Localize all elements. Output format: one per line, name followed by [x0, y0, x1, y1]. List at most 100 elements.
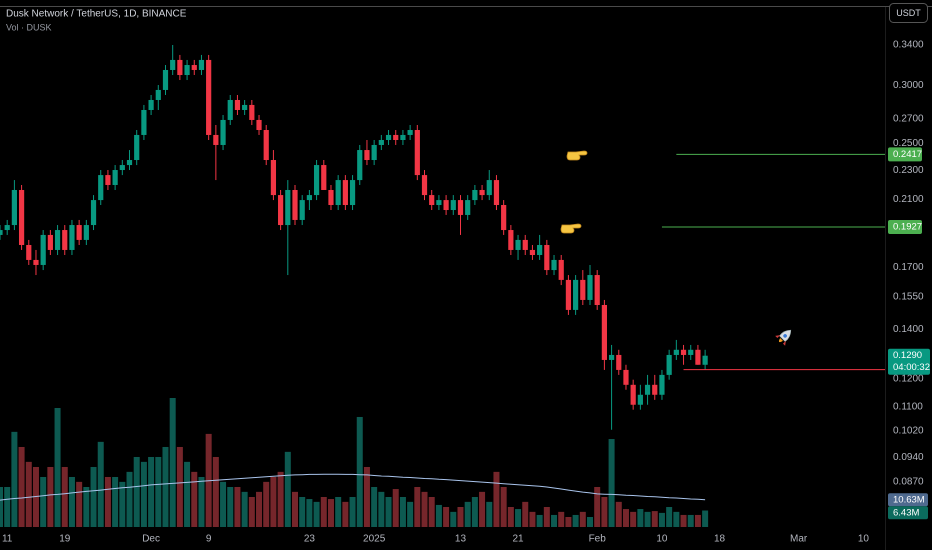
candle-body [105, 175, 111, 185]
candle-body [436, 200, 442, 206]
volume-bar [342, 501, 349, 527]
candle-body [443, 200, 449, 211]
candle-body [242, 104, 248, 110]
volume-bar [680, 514, 687, 527]
candle-body [450, 200, 456, 211]
volume-bar [11, 431, 18, 527]
volume-bar [399, 496, 406, 527]
volume-bar [414, 486, 421, 527]
y-tick-label: 0.1700 [893, 262, 924, 273]
candle-body [501, 205, 507, 231]
y-tick-label: 0.2700 [893, 114, 924, 125]
candle-body [249, 104, 255, 120]
level-label: 0.1927 [893, 222, 922, 233]
volume-bar [522, 501, 529, 527]
volume-bar [407, 501, 414, 527]
volume-bar [371, 486, 378, 527]
candle-body [313, 165, 320, 196]
candle-body [155, 89, 161, 100]
volume-bar [155, 456, 162, 527]
x-tick-label: 18 [714, 534, 726, 545]
level-label-box [888, 220, 922, 235]
candle-body [306, 195, 312, 201]
axes: 0.3400 0.3000 0.2700 0.2500 0.2300 0.2100 0.17… [2, 40, 930, 545]
x-tick-label: 10 [858, 534, 870, 545]
rocket [775, 329, 792, 346]
level-label-box [888, 147, 922, 162]
candle-body [616, 354, 622, 370]
volume-bar [299, 496, 306, 527]
candle-body [400, 134, 406, 140]
x-tick-label: Mar [790, 534, 808, 545]
volume-bar [385, 496, 392, 527]
volume-ma-label: 10.63M [893, 494, 925, 505]
volume-bar [191, 471, 198, 527]
volume-bar [248, 496, 255, 527]
volume-bar [673, 511, 680, 527]
candle-body [479, 189, 485, 196]
volume-bar [68, 476, 75, 527]
candle-body [357, 150, 363, 181]
currency-button[interactable] [889, 3, 928, 23]
candle-body [486, 180, 492, 196]
candle-body [141, 109, 147, 135]
candle-body [76, 225, 82, 240]
candle-body [170, 59, 176, 70]
volume-bar [335, 496, 342, 527]
y-tick-label: 0.0870 [893, 477, 924, 488]
candle-body [673, 349, 679, 355]
volume-bar [536, 514, 543, 527]
candle-body [457, 200, 464, 215]
candle-body [565, 279, 572, 310]
volume-bar [112, 476, 119, 527]
candle-body [472, 189, 478, 201]
volume-bar [457, 506, 464, 527]
volume-bar [392, 489, 399, 527]
volume-bar [212, 456, 219, 527]
candles [0, 44, 885, 430]
x-tick-label: 13 [455, 534, 467, 545]
volume-bar [666, 506, 673, 527]
volume-ma-label-box [888, 493, 928, 507]
candle-body [465, 200, 471, 215]
candle-body [680, 349, 687, 355]
volume-bar [4, 486, 11, 527]
candle-body [148, 99, 154, 110]
volume-bar [551, 514, 558, 527]
y-tick-label: 0.2300 [893, 165, 924, 176]
volume-bar [284, 451, 291, 527]
volume-bar [61, 466, 68, 527]
candle-body [508, 230, 514, 250]
volume-bar [543, 506, 550, 527]
y-tick-label: 0.2500 [893, 138, 924, 149]
x-tick-label: 21 [512, 534, 524, 545]
candle-body [263, 130, 269, 161]
volume-bar [277, 471, 284, 527]
volume-bar [119, 481, 126, 527]
volume-bar [565, 516, 572, 527]
pointing-hand [560, 223, 582, 234]
candle-body [162, 69, 169, 90]
candle-body [18, 189, 25, 245]
candle-body [54, 230, 61, 250]
candle-body [198, 59, 205, 70]
candle-body [573, 279, 579, 310]
volume-bar [306, 499, 313, 527]
candle-body [378, 139, 384, 145]
volume-bar [471, 496, 478, 527]
volume-bar [428, 496, 435, 527]
volume-pane [0, 398, 709, 527]
volume-bar [220, 481, 227, 527]
candle-body [558, 259, 564, 280]
currency-label[interactable]: USDT [896, 8, 921, 18]
volume-bar [421, 491, 428, 527]
candle-body [702, 355, 708, 365]
y-tick-label: 0.1550 [893, 291, 924, 302]
x-tick-label: 11 [2, 534, 13, 545]
volume-bar [450, 511, 457, 527]
volume-bar [169, 398, 176, 527]
volume-bar [133, 456, 140, 527]
volume-bar [601, 496, 608, 527]
candle-body [90, 200, 97, 226]
